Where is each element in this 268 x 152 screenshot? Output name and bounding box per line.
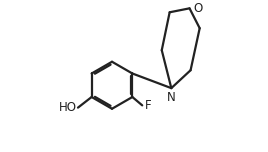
Text: O: O <box>193 2 203 15</box>
Text: F: F <box>145 99 152 112</box>
Text: N: N <box>167 91 176 104</box>
Text: HO: HO <box>58 101 76 114</box>
